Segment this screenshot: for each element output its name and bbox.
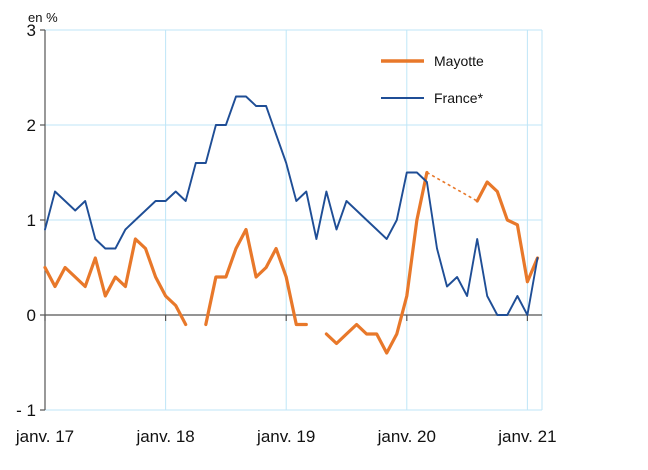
tick-labels: 3 2 1 0 - 1 janv. 17 janv. 18 janv. 19 janv. 20 j…: [15, 21, 557, 446]
series-line-mayotte: [204, 227, 308, 327]
grid: [44, 29, 543, 411]
y-unit-label: en %: [28, 10, 58, 25]
y-tick-label: 2: [27, 116, 36, 135]
y-tick-label: - 1: [16, 401, 36, 420]
x-tick-label: janv. 18: [135, 427, 194, 446]
x-tick-label: janv. 19: [256, 427, 315, 446]
x-tick-label: janv. 17: [15, 427, 74, 446]
x-tick-label: janv. 21: [497, 427, 556, 446]
series-line-mayotte: [43, 237, 188, 327]
y-tick-label: 1: [27, 211, 36, 230]
series-line-france: [44, 95, 539, 316]
series-dotted-mayotte: [426, 171, 478, 202]
series-layer: [43, 95, 540, 355]
legend: Mayotte France*: [381, 53, 484, 106]
legend-label-france: France*: [434, 90, 484, 106]
legend-label-mayotte: Mayotte: [434, 53, 484, 69]
y-tick-label: 0: [27, 306, 36, 325]
y-tick-label: 3: [27, 21, 36, 40]
series-line-mayotte: [475, 180, 540, 284]
x-tick-label: janv. 20: [377, 427, 436, 446]
series-line-mayotte: [324, 170, 429, 355]
